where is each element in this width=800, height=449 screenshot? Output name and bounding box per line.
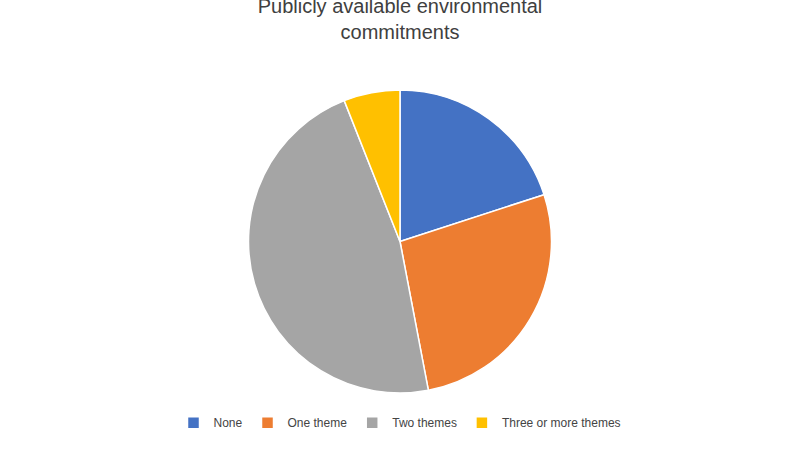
- svg-text:None: None: [214, 416, 243, 430]
- svg-text:Publicly available environment: Publicly available environmentalcommitme…: [258, 0, 543, 43]
- svg-text:Three or more themes: Three or more themes: [502, 416, 621, 430]
- svg-text:One theme: One theme: [288, 416, 348, 430]
- svg-text:Two themes: Two themes: [392, 416, 457, 430]
